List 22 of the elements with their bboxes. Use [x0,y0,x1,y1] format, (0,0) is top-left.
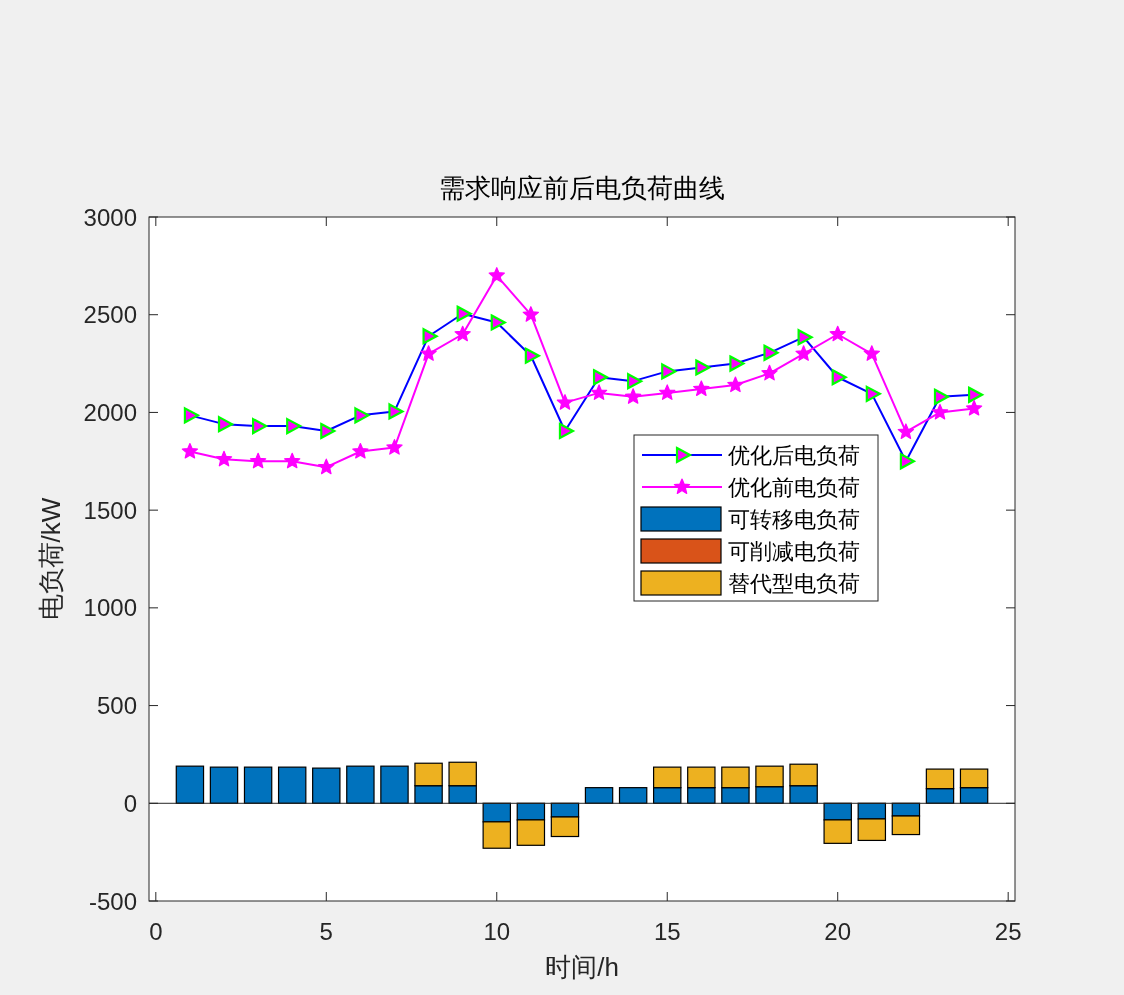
x-tick-label: 15 [653,917,681,945]
y-tick-label: 500 [96,692,137,720]
y-tick-label: 3000 [83,203,137,231]
y-tick-label: 0 [123,789,137,817]
legend-label: 优化后电负荷 [728,442,860,468]
y-tick-label: 2500 [83,301,137,329]
x-tick-label: 10 [483,917,511,945]
y-tick-label: 2000 [83,398,137,426]
legend-label: 可转移电负荷 [728,506,860,532]
y-axis-title: 电负荷/kW [36,497,66,621]
y-tick-label: 1500 [83,496,137,524]
chart-title: 需求响应前后电负荷曲线 [439,173,725,203]
x-axis-title: 时间/h [545,952,619,982]
legend-label: 优化前电负荷 [728,474,860,500]
y-tick-label: 1000 [83,594,137,622]
x-tick-label: 20 [824,917,852,945]
legend-label: 替代型电负荷 [728,570,860,596]
x-tick-label: 25 [994,917,1022,945]
y-tick-label: -500 [88,887,137,915]
legend-label: 可削减电负荷 [728,538,860,564]
x-tick-label: 5 [319,917,333,945]
x-tick-label: 0 [149,917,163,945]
